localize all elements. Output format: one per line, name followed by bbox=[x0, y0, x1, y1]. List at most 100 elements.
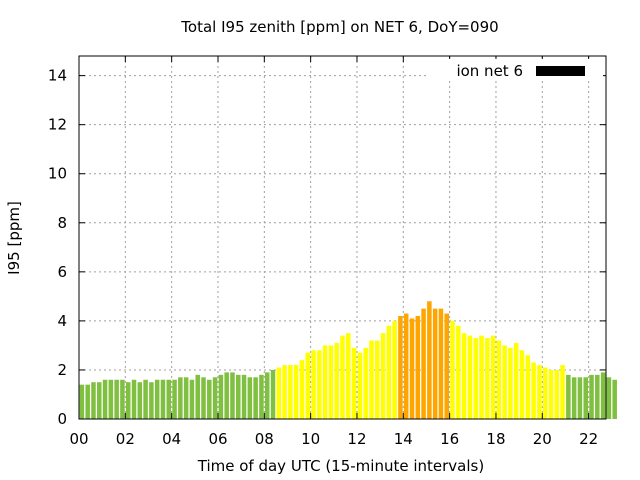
bar bbox=[276, 367, 282, 419]
bar bbox=[317, 350, 322, 419]
y-tick-label: 8 bbox=[57, 214, 67, 232]
grid bbox=[79, 56, 606, 419]
bar bbox=[282, 365, 287, 419]
y-axis-label: I95 [ppm] bbox=[5, 201, 23, 275]
bar bbox=[554, 369, 560, 419]
y-tick-label: 14 bbox=[48, 67, 67, 85]
bar bbox=[542, 367, 548, 419]
bar bbox=[531, 362, 536, 419]
bar bbox=[548, 369, 554, 419]
bar bbox=[560, 365, 565, 419]
bar bbox=[322, 345, 328, 419]
bar bbox=[409, 318, 415, 419]
chart-title: Total I95 zenith [ppm] on NET 6, DoY=090 bbox=[180, 18, 498, 36]
bar bbox=[398, 315, 403, 419]
bar bbox=[293, 365, 299, 419]
bar bbox=[288, 365, 293, 419]
bar bbox=[438, 308, 444, 419]
x-tick-label: 18 bbox=[486, 430, 505, 448]
bar bbox=[566, 374, 571, 419]
bar bbox=[519, 350, 525, 419]
bar bbox=[85, 384, 90, 419]
bar bbox=[235, 374, 241, 419]
bar bbox=[154, 379, 160, 419]
x-tick-label: 00 bbox=[69, 430, 88, 448]
bar bbox=[496, 340, 502, 419]
bar bbox=[351, 347, 357, 419]
bar bbox=[305, 352, 311, 419]
bar bbox=[432, 308, 438, 419]
bar bbox=[525, 355, 531, 419]
bar bbox=[172, 379, 177, 419]
bar bbox=[450, 320, 455, 419]
bar bbox=[357, 352, 363, 419]
bar bbox=[79, 384, 85, 419]
y-tick-label: 12 bbox=[48, 116, 67, 134]
x-tick-label: 02 bbox=[116, 430, 135, 448]
bar bbox=[415, 315, 421, 419]
x-tick-label: 16 bbox=[440, 430, 459, 448]
bar bbox=[247, 377, 253, 419]
plot-frame bbox=[78, 55, 607, 420]
bar bbox=[160, 379, 166, 419]
bar bbox=[374, 340, 380, 419]
bar bbox=[479, 335, 484, 419]
bar bbox=[513, 342, 519, 419]
bar bbox=[340, 335, 345, 419]
bar bbox=[264, 372, 270, 419]
bar bbox=[386, 325, 392, 419]
bar bbox=[444, 313, 450, 419]
bar bbox=[143, 379, 148, 419]
bar bbox=[120, 379, 125, 419]
y-tick-label: 2 bbox=[57, 361, 67, 379]
bar bbox=[131, 379, 137, 419]
legend-swatch bbox=[536, 66, 585, 76]
bar bbox=[299, 360, 305, 419]
bar bbox=[97, 382, 102, 419]
bar bbox=[595, 374, 600, 419]
bar bbox=[456, 325, 461, 419]
bar bbox=[421, 308, 426, 419]
bar bbox=[207, 379, 212, 419]
bar bbox=[502, 345, 507, 419]
bar bbox=[201, 377, 206, 419]
y-tick-label: 10 bbox=[48, 165, 67, 183]
bar bbox=[403, 313, 409, 419]
x-tick-label: 12 bbox=[347, 430, 366, 448]
bar bbox=[218, 374, 224, 419]
bar bbox=[183, 377, 189, 419]
bar bbox=[583, 377, 588, 419]
bar bbox=[600, 372, 606, 419]
bar bbox=[537, 365, 542, 419]
bar bbox=[102, 379, 108, 419]
bar bbox=[328, 345, 334, 419]
bar bbox=[346, 333, 351, 419]
x-tick-label: 14 bbox=[394, 430, 413, 448]
bar bbox=[178, 377, 183, 419]
bar bbox=[91, 382, 96, 419]
bar bbox=[259, 374, 264, 419]
legend: ion net 6 bbox=[428, 59, 603, 81]
bar bbox=[427, 301, 432, 419]
y-tick-label: 6 bbox=[57, 263, 67, 281]
x-tick-label: 22 bbox=[579, 430, 598, 448]
bar bbox=[166, 379, 172, 419]
bar bbox=[195, 374, 200, 419]
bar bbox=[108, 379, 114, 419]
bars bbox=[79, 301, 617, 419]
bar bbox=[508, 347, 513, 419]
bar bbox=[467, 335, 473, 419]
bar bbox=[270, 369, 276, 419]
x-tick-label: 20 bbox=[533, 430, 552, 448]
bar bbox=[334, 342, 339, 419]
bar bbox=[461, 333, 467, 419]
bar bbox=[369, 340, 374, 419]
bar bbox=[149, 382, 154, 419]
bar bbox=[311, 350, 316, 419]
bar bbox=[212, 377, 218, 419]
bar bbox=[589, 374, 594, 419]
y-tick-label: 0 bbox=[57, 410, 67, 428]
x-axis-label: Time of day UTC (15-minute intervals) bbox=[197, 457, 484, 475]
